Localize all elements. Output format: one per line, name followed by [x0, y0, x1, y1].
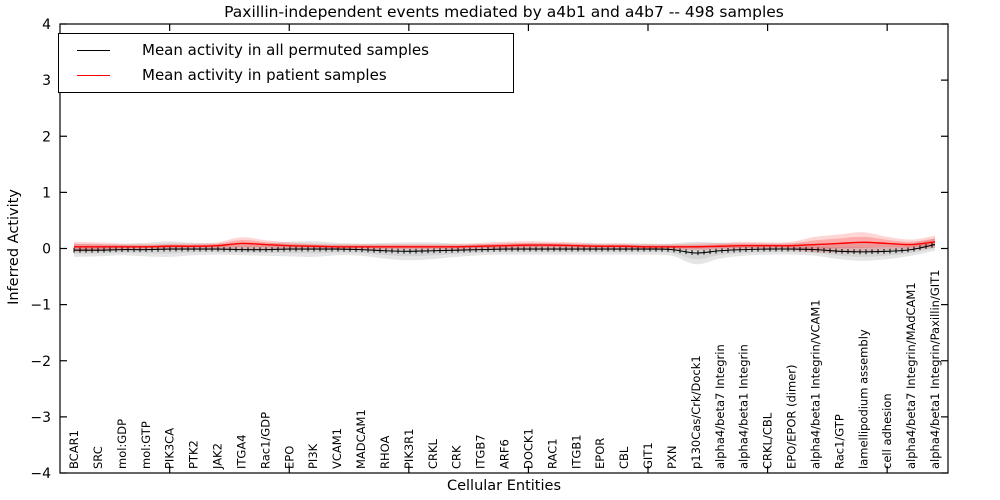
chart-title: Paxillin-independent events mediated by …: [224, 3, 784, 21]
x-tick-label: EPOR: [593, 438, 607, 469]
patient-mean-line: [74, 241, 936, 248]
y-tick-label: −3: [30, 410, 51, 426]
x-tick-label: EPO/EPOR (dimer): [785, 365, 799, 470]
y-tick-label: −4: [30, 466, 51, 482]
x-tick-label: PI3K: [306, 443, 320, 469]
y-tick-label: 1: [42, 185, 51, 201]
x-tick-label: CRKL: [426, 438, 440, 469]
legend-label-permuted: Mean activity in all permuted samples: [142, 41, 429, 59]
x-tick-label: mol:GTP: [139, 421, 153, 469]
x-tick-labels: BCAR1 SRC mol:GDP mol:GTP PIK3CA PTK2 JAK2 ITGA…: [67, 270, 942, 470]
x-tick-label: RHOA: [378, 436, 392, 469]
permuted-band-outer: [74, 238, 935, 265]
x-tick-label: Rac1/GTP: [832, 414, 846, 469]
legend-row-patient: Mean activity in patient samples: [59, 68, 513, 83]
x-tick-label: PTK2: [187, 440, 201, 469]
x-tick-label: mol:GDP: [115, 419, 129, 469]
x-tick-label: alpha4/beta1 Integrin/VCAM1: [808, 299, 822, 469]
y-ticks: 4 3 2 1 0 −1 −2 −3 −4: [30, 17, 948, 482]
legend: Mean activity in all permuted samples Me…: [58, 33, 514, 93]
x-tick-label: MADCAM1: [354, 409, 368, 469]
x-tick-label: ITGB7: [474, 434, 488, 469]
x-tick-label: JAK2: [211, 443, 225, 470]
patient-line-sample: [77, 75, 110, 76]
permuted-line-sample: [77, 50, 110, 51]
x-tick-label: CRK: [450, 445, 464, 469]
x-tick-label: lamellipodium assembly: [856, 329, 870, 469]
x-tick-label: PIK3R1: [402, 429, 416, 470]
y-tick-label: 4: [42, 17, 51, 33]
x-tick-label: PIK3CA: [163, 428, 177, 469]
x-tick-label: PXN: [665, 446, 679, 469]
x-tick-label: SRC: [91, 446, 105, 469]
x-tick-label: p130Cas/Crk/Dock1: [689, 355, 703, 469]
x-tick-label: BCAR1: [67, 430, 81, 469]
x-tick-label: RAC1: [545, 438, 559, 469]
x-tick-label: CBL: [617, 446, 631, 469]
x-tick-label: alpha4/beta1 Integrin: [737, 344, 751, 469]
x-tick-label: DOCK1: [521, 428, 535, 469]
x-tick-label: GIT1: [641, 442, 655, 469]
legend-row-permuted: Mean activity in all permuted samples: [59, 43, 513, 58]
x-tick-label: alpha4/beta7 Integrin/MAdCAM1: [904, 282, 918, 469]
y-tick-label: −1: [30, 298, 51, 314]
legend-label-patient: Mean activity in patient samples: [142, 66, 387, 84]
x-axis-label: Cellular Entities: [446, 478, 562, 494]
patient-band-outer: [74, 232, 935, 253]
x-tick-label: alpha4/beta7 Integrin: [713, 344, 727, 469]
x-tick-label: VCAM1: [330, 428, 344, 469]
x-tick-label: cell adhesion: [880, 393, 894, 469]
y-tick-label: 3: [42, 73, 51, 89]
x-ticks: [169, 24, 888, 473]
x-tick-label: EPO: [282, 446, 296, 469]
x-tick-label: Rac1/GDP: [258, 412, 272, 469]
y-tick-label: 0: [42, 242, 51, 258]
permuted-line-markers: [73, 242, 933, 256]
x-tick-label: CRKL/CBL: [761, 412, 775, 469]
y-tick-label: 2: [42, 129, 51, 145]
y-tick-label: −2: [30, 354, 51, 370]
x-tick-label: ARF6: [498, 439, 512, 469]
x-tick-label: ITGA4: [234, 434, 248, 469]
x-tick-label: ITGB1: [569, 434, 583, 469]
x-tick-label: alpha4/beta1 Integrin/Paxillin/GIT1: [928, 270, 942, 469]
